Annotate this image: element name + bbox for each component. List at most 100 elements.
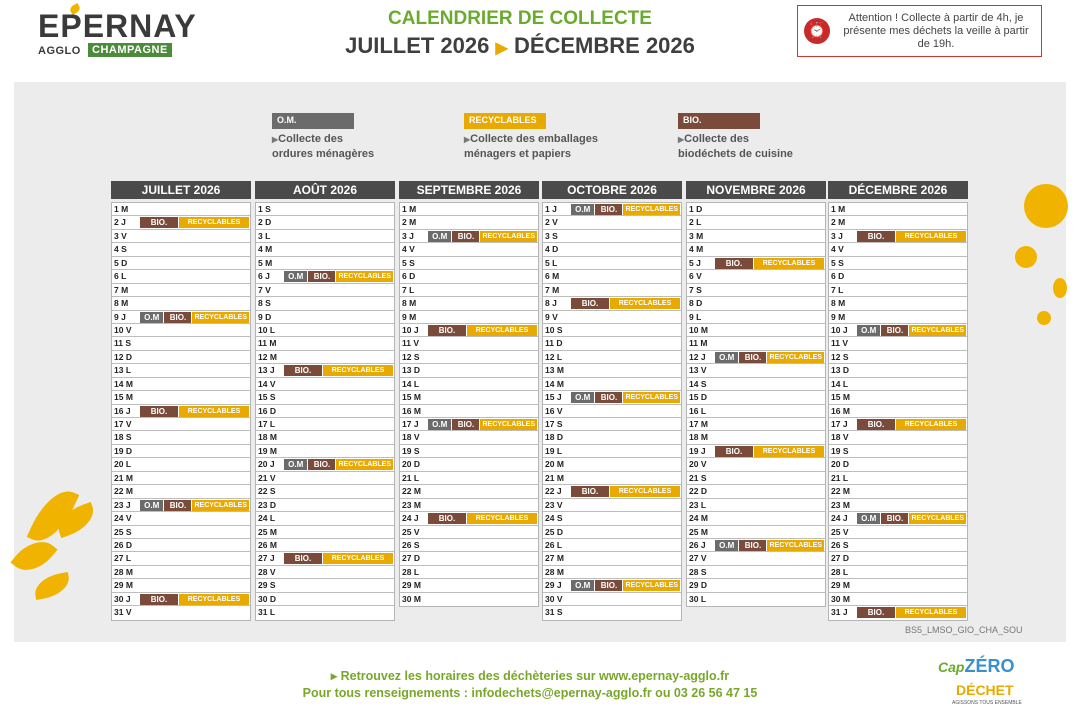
day-label: 19 D [114, 445, 132, 456]
day-row: 1 S [256, 203, 394, 217]
day-label: 31 V [114, 607, 132, 618]
day-label: 5 M [258, 257, 273, 268]
collection-tags: BIO. RECYCLABLES [571, 298, 680, 310]
legend-desc: ▶Collecte des emballages ménagers et papi… [464, 132, 654, 161]
bio-tag: BIO. [857, 230, 895, 242]
day-row: 4 D [543, 243, 681, 257]
day-label: 25 V [402, 526, 420, 537]
collection-tags: BIO. RECYCLABLES [715, 257, 824, 269]
day-label: 16 V [545, 405, 563, 416]
recyclables-tag: RECYCLABLES [323, 365, 393, 377]
decor-circle [1024, 184, 1068, 228]
day-row: 29 M [400, 579, 538, 593]
day-label: 17 J [831, 419, 848, 429]
day-row: 19 D [112, 445, 250, 459]
day-label: 25 V [831, 526, 849, 537]
day-row: 27 V [687, 552, 825, 566]
day-row: 26 J O.M BIO. RECYCLABLES [687, 539, 825, 553]
day-label: 23 M [402, 499, 421, 510]
day-label: 6 J [258, 271, 270, 282]
day-label: 12 D [114, 351, 132, 362]
legend-desc: ▶Collecte des biodéchets de cuisine [678, 132, 868, 161]
day-label: 9 J [114, 311, 126, 322]
day-label: 7 M [114, 284, 129, 295]
alert-box: ⏰ Attention ! Collecte à partir de 4h, j… [797, 5, 1042, 57]
day-row: 16 D [256, 405, 394, 418]
day-label: 7 S [689, 284, 702, 295]
day-row: 29 M [112, 579, 250, 593]
day-row: 9 J O.M BIO. RECYCLABLES [112, 311, 250, 324]
day-label: 29 D [689, 580, 707, 591]
collection-tags: O.M BIO. RECYCLABLES [857, 324, 966, 336]
day-row: 16 M [829, 405, 967, 418]
bio-tag: BIO. [595, 204, 623, 215]
collection-tags: BIO. RECYCLABLES [857, 419, 966, 430]
day-label: 17 M [689, 419, 708, 429]
day-row: 29 M [829, 579, 967, 593]
day-label: 19 J [689, 445, 706, 456]
collection-tags: O.M BIO. RECYCLABLES [715, 351, 824, 363]
day-row: 15 M [112, 391, 250, 405]
day-label: 15 M [402, 392, 421, 403]
day-label: 2 L [689, 217, 702, 228]
day-row: 25 V [829, 526, 967, 539]
day-row: 31 S [543, 606, 681, 619]
day-row: 3 L [256, 230, 394, 244]
bio-tag: BIO. [140, 405, 178, 417]
day-label: 15 M [831, 392, 850, 403]
day-row: 4 V [400, 243, 538, 257]
day-label: 4 V [831, 244, 844, 255]
recyclables-tag: RECYCLABLES [467, 324, 537, 336]
day-row: 20 L [112, 458, 250, 472]
day-label: 22 M [831, 486, 850, 497]
recyclables-tag: RECYCLABLES [192, 311, 249, 323]
day-row: 22 M [112, 485, 250, 499]
title-start: JUILLET 2026 [345, 33, 490, 58]
legend-line1: Collecte des [684, 133, 749, 145]
om-tag: O.M [571, 204, 595, 215]
day-label: 22 S [258, 486, 276, 497]
bio-tag: BIO. [571, 486, 609, 498]
day-row: 25 M [687, 526, 825, 539]
day-row: 2 M [829, 216, 967, 230]
day-row: 4 M [687, 243, 825, 257]
day-label: 28 S [689, 566, 707, 577]
day-label: 9 D [258, 311, 272, 322]
day-label: 16 J [114, 405, 131, 416]
day-label: 30 J [114, 593, 131, 604]
day-label: 2 M [831, 217, 846, 228]
day-row: 26 D [112, 539, 250, 553]
logo-agglo: AGGLO [38, 45, 81, 57]
logo-tagline: AGISSONS TOUS ENSEMBLE [952, 700, 1022, 706]
day-row: 14 S [687, 378, 825, 392]
day-label: 13 M [545, 365, 564, 376]
day-row: 8 M [400, 297, 538, 311]
day-label: 18 V [831, 432, 849, 443]
day-row: 22 J BIO. RECYCLABLES [543, 485, 681, 499]
bio-tag: BIO. [308, 271, 336, 283]
day-row: 15 M [829, 391, 967, 405]
collection-tags: O.M BIO. RECYCLABLES [571, 580, 680, 592]
day-label: 8 M [114, 298, 129, 309]
bio-tag: BIO. [857, 607, 895, 619]
day-label: 15 S [258, 392, 276, 403]
day-row: 18 V [400, 431, 538, 445]
collection-tags: O.M BIO. RECYCLABLES [428, 230, 537, 242]
day-label: 27 V [689, 553, 707, 564]
day-row: 21 L [829, 472, 967, 486]
day-label: 19 M [258, 445, 277, 456]
day-row: 12 S [829, 351, 967, 365]
day-label: 4 D [545, 244, 559, 255]
day-label: 2 M [402, 217, 417, 228]
recyclables-tag: RECYCLABLES [623, 204, 680, 215]
day-label: 10 M [689, 324, 708, 335]
legend-desc: ▶Collecte des ordures ménagères [272, 132, 462, 161]
day-row: 8 D [687, 297, 825, 311]
day-row: 6 V [687, 270, 825, 284]
day-label: 28 M [114, 566, 133, 577]
day-row: 6 L [112, 270, 250, 284]
day-label: 22 J [545, 486, 562, 497]
day-label: 14 L [831, 378, 849, 389]
day-row: 12 D [112, 351, 250, 365]
